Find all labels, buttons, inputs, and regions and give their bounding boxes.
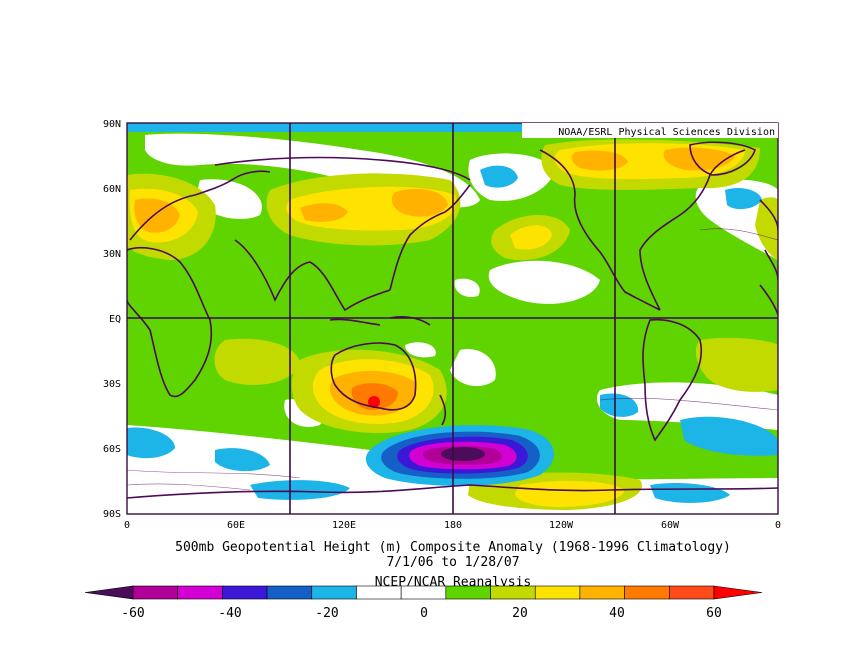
colorbar-swatch (445, 585, 491, 600)
latitude-labels: 90N 60N 30N EQ 30S 60S 90S (103, 119, 121, 520)
coastline-north-america (539, 149, 661, 311)
coastline-africa (127, 246, 213, 398)
map-date-range: 7/1/06 to 1/28/07 (386, 555, 519, 570)
coastline-new-zealand (439, 394, 447, 426)
anomaly-neg-antarctic-east (650, 483, 730, 503)
lat-label: 90N (103, 119, 121, 130)
colorbar-label: 40 (609, 606, 625, 621)
anomaly-neutral-southern-ocean (127, 425, 433, 500)
lat-label: 30N (103, 249, 121, 260)
lon-label: 60E (227, 520, 245, 531)
anomaly-neutral-tropical (454, 278, 480, 298)
anomaly-pos-asia-core (300, 203, 348, 222)
coastline-asia-east (389, 184, 471, 291)
anomaly-neg-southern-indian (250, 480, 350, 500)
lat-label: 30S (103, 379, 121, 390)
colorbar-labels: -60 -40 -20 0 20 40 60 (121, 606, 722, 621)
anomaly-neutral-tasman (405, 342, 436, 358)
lat-label: 90S (103, 509, 121, 520)
anomaly-pos-australia-max (368, 396, 380, 408)
colorbar-label: -40 (218, 606, 241, 621)
colorbar-swatch (624, 585, 670, 600)
longitude-labels: 0 60E 120E 180 120W 60W 0 (124, 520, 781, 531)
colorbar-label: 60 (706, 606, 722, 621)
contour-southern-west (127, 469, 301, 479)
anomaly-pos-canada-core (571, 150, 628, 171)
anomaly-neutral-south-pacific (450, 349, 496, 387)
colorbar-swatch (534, 585, 581, 600)
coastlines (127, 141, 778, 499)
anomaly-pos-north-pacific-inner (510, 225, 552, 250)
anomaly-neg-southern-ocean-africa (215, 448, 270, 472)
colorbar-swatch (579, 585, 625, 600)
anomaly-neg-south-atlantic-east (680, 416, 778, 456)
coastline-eurasia-north (214, 156, 471, 181)
colorbar-arrow-high (713, 585, 763, 600)
anomaly-neg-southern-ocean-west (127, 427, 175, 459)
colorbar (84, 585, 763, 600)
lon-label: 60W (661, 520, 680, 531)
colorbar-swatch (356, 585, 402, 600)
coastline-africa-west (759, 284, 778, 316)
graticule (127, 123, 778, 514)
coastline-australia (330, 342, 417, 411)
anomaly-neutral-south-atlantic (596, 382, 778, 430)
map-border (126, 122, 779, 515)
contour-antarctic-west (127, 483, 251, 491)
anomaly-neg-north-pacific (480, 165, 518, 188)
colorbar-arrow-low (84, 585, 134, 600)
coastline-europe (129, 170, 271, 241)
colorbar-swatch (132, 585, 178, 600)
lon-label: 0 (124, 520, 130, 531)
colorbar-swatch (311, 585, 357, 600)
contour-north-atlantic (699, 228, 778, 241)
map-title: 500mb Geopotential Height (m) Composite … (175, 540, 731, 555)
lon-label: 0 (775, 520, 781, 531)
anomaly-polar-strip (127, 123, 527, 132)
lon-label: 120E (332, 520, 356, 531)
anomaly-pos-atlantic (755, 197, 778, 260)
colorbar-label: -60 (121, 606, 144, 621)
colorbar-swatch (490, 585, 536, 600)
colorbar-swatch (266, 585, 313, 600)
coastline-greenland (689, 141, 756, 176)
colorbar-swatch (669, 585, 715, 600)
coastline-south-america (642, 318, 703, 442)
anomaly-neg-north-atlantic (725, 188, 762, 210)
anomaly-neutral-pacific (488, 260, 600, 304)
lat-label: 60S (103, 444, 121, 455)
anomaly-pos-south-america (695, 337, 778, 392)
contour-south-atlantic (599, 398, 778, 411)
credit-label: NOAA/ESRL Physical Sciences Division (558, 127, 775, 138)
colorbar-label: -20 (315, 606, 338, 621)
colorbar-swatch (177, 585, 223, 600)
anomaly-neg-pacific-min (441, 447, 485, 461)
anomaly-pos-antarctic-mid (515, 480, 625, 507)
anomaly-pos-europe-core (134, 198, 180, 233)
colorbar-label: 0 (420, 606, 428, 621)
coastline-north-america-east (639, 149, 746, 311)
coastline-antarctica (127, 484, 778, 499)
lon-label: 180 (444, 520, 462, 531)
anomaly-pos-south-indian (214, 338, 300, 385)
anomaly-pos-greenland-core (663, 147, 735, 171)
credit-box (522, 123, 778, 138)
colorbar-swatch (222, 585, 268, 600)
lat-label: EQ (109, 314, 121, 325)
colorbar-label: 20 (512, 606, 528, 621)
contour-lines (127, 228, 778, 491)
lat-label: 60N (103, 184, 121, 195)
lon-label: 120W (549, 520, 574, 531)
map-panel: NOAA/ESRL Physical Sciences Division (126, 122, 779, 515)
colorbar-swatch (400, 585, 447, 600)
coastline-asia-south (234, 239, 391, 312)
anomaly-pos-east-asia-core (391, 188, 448, 217)
